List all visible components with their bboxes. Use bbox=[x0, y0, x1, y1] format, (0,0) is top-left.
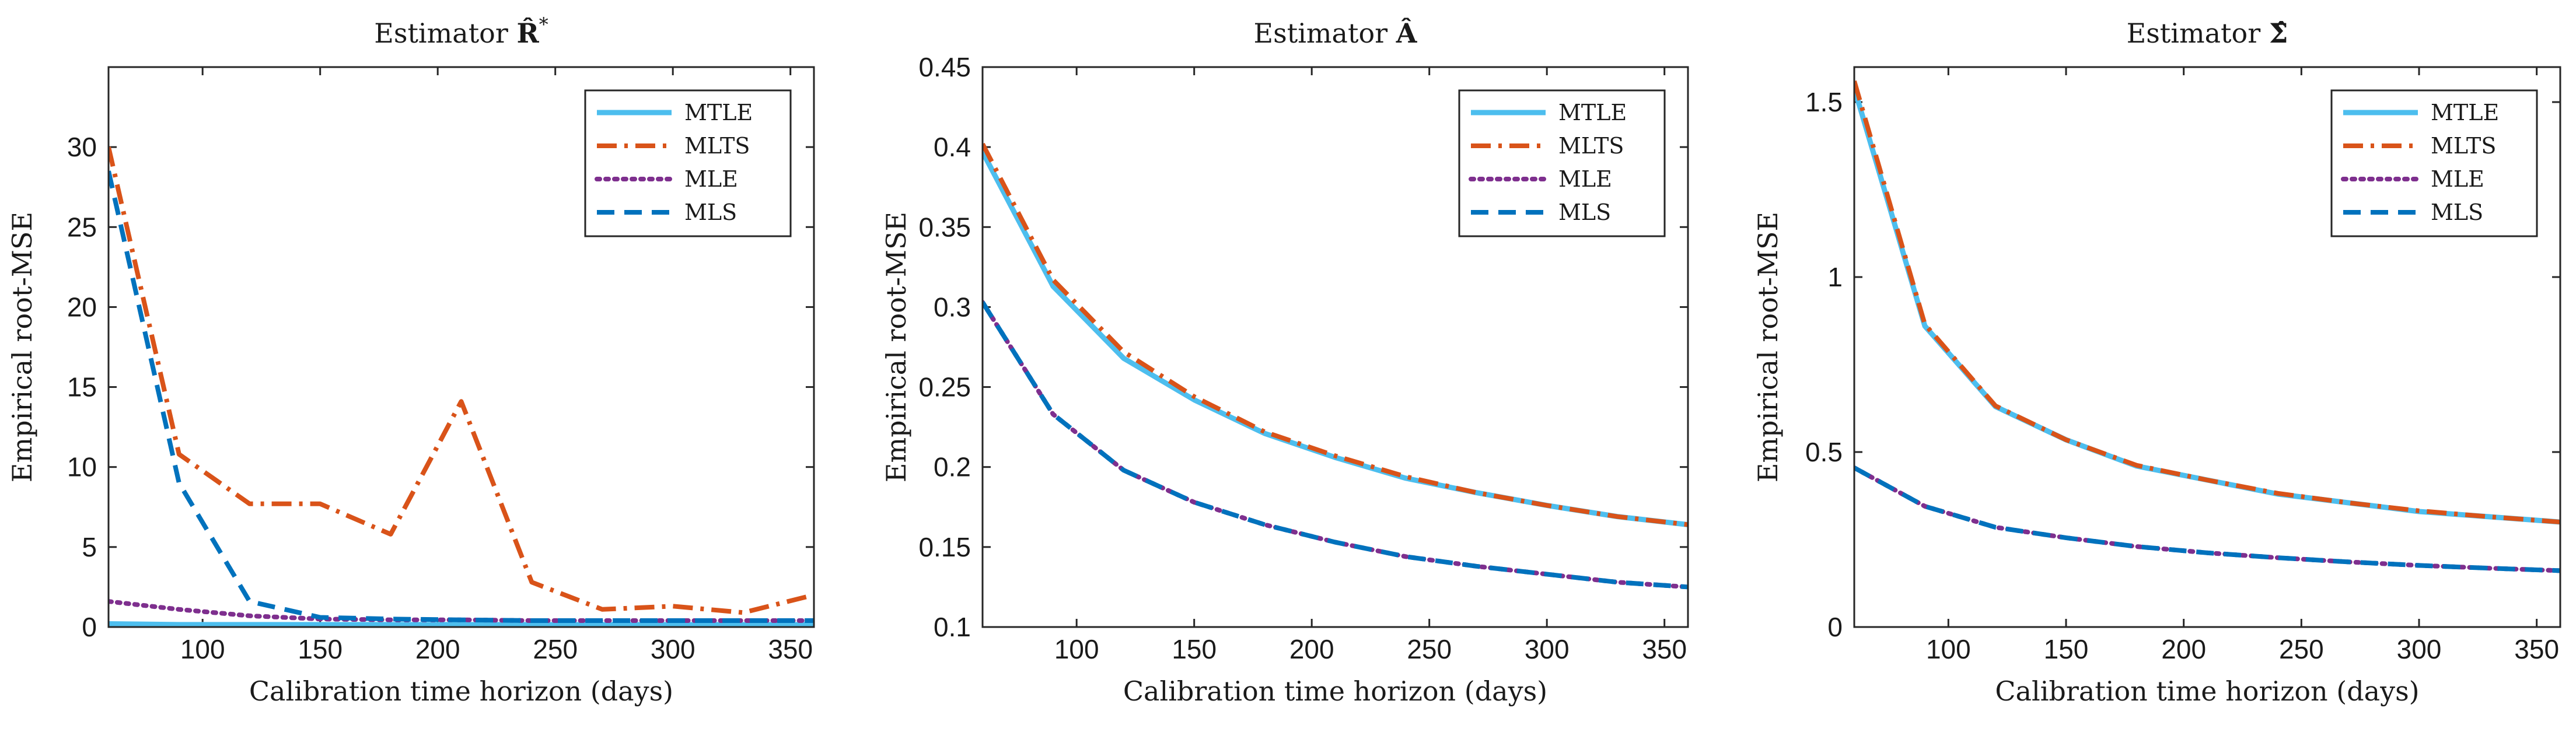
series-line-mls bbox=[109, 170, 814, 623]
series-line-mtle bbox=[109, 621, 814, 627]
legend-label: MLS bbox=[684, 199, 737, 225]
y-tick-label: 30 bbox=[67, 132, 97, 162]
y-tick-label: 1.5 bbox=[1805, 87, 1843, 117]
legend-label: MTLE bbox=[1558, 100, 1627, 125]
chart-title: Estimator Σ̂ bbox=[2127, 17, 2288, 49]
y-tick-label: 1 bbox=[1827, 262, 1843, 292]
chart-title-prefix: Estimator bbox=[1254, 17, 1396, 49]
y-axis-label: Empirical root-MSE bbox=[880, 212, 912, 482]
y-tick-label: 0.45 bbox=[918, 52, 971, 82]
legend-label: MLTS bbox=[684, 133, 750, 159]
x-tick-label: 150 bbox=[298, 634, 342, 664]
axes-box bbox=[1853, 66, 2561, 628]
legend-label: MLS bbox=[1558, 199, 1611, 225]
y-tick-label: 5 bbox=[82, 532, 97, 562]
x-axis-label: Calibration time horizon (days) bbox=[249, 675, 673, 707]
x-tick-label: 200 bbox=[1289, 634, 1334, 664]
x-tick-label: 250 bbox=[533, 634, 578, 664]
legend-label: MLTS bbox=[1558, 133, 1624, 159]
y-tick-label: 0.3 bbox=[934, 292, 971, 322]
chart-title-symbol: Σ̂ bbox=[2269, 17, 2288, 49]
y-tick-label: 20 bbox=[67, 292, 97, 322]
y-tick-label: 25 bbox=[67, 212, 97, 242]
y-tick-label: 0 bbox=[1827, 612, 1843, 642]
y-tick-label: 0.25 bbox=[918, 372, 971, 402]
chart-title-symbol: Â bbox=[1396, 17, 1418, 49]
legend-label: MLTS bbox=[2431, 133, 2496, 159]
x-tick-label: 150 bbox=[2044, 634, 2089, 664]
legend-label: MTLE bbox=[2431, 100, 2499, 125]
x-tick-label: 300 bbox=[651, 634, 695, 664]
y-tick-label: 0.35 bbox=[918, 212, 971, 242]
x-tick-label: 350 bbox=[768, 634, 813, 664]
x-tick-label: 100 bbox=[1926, 634, 1971, 664]
chart-title-superscript: * bbox=[539, 13, 548, 36]
chart-panel-3: Estimator Σ̂ 100 150 200 250 300 350 0 0.5 1 1.5 Ca… bbox=[1752, 17, 2561, 707]
y-axis-label: Empirical root-MSE bbox=[6, 212, 38, 482]
x-tick-label: 250 bbox=[1407, 634, 1452, 664]
x-tick-label: 300 bbox=[1525, 634, 1570, 664]
axes-box bbox=[107, 66, 815, 628]
y-axis-label: Empirical root-MSE bbox=[1752, 212, 1784, 482]
x-tick-label: 200 bbox=[415, 634, 460, 664]
chart-title-prefix: Estimator bbox=[2127, 17, 2269, 49]
x-tick-label: 100 bbox=[180, 634, 225, 664]
y-tick-label: 0.5 bbox=[1805, 437, 1843, 467]
series-line-mls bbox=[1854, 465, 2560, 573]
legend-label: MLE bbox=[1558, 166, 1612, 192]
axes-box bbox=[981, 66, 1689, 628]
chart-title: Estimator Â bbox=[1254, 17, 1418, 49]
y-tick-label: 0.2 bbox=[934, 452, 971, 482]
y-tick-label: 0.4 bbox=[934, 132, 971, 162]
legend-label: MLE bbox=[684, 166, 738, 192]
chart-panel-1: Estimator R̂* 100 150 200 250 300 350 0 5 10 15 20 2… bbox=[6, 13, 815, 707]
y-tick-label: 10 bbox=[67, 452, 97, 482]
chart-title: Estimator R̂* bbox=[374, 13, 548, 49]
series-line-mlts bbox=[1854, 80, 2560, 524]
series-line-mlts bbox=[983, 142, 1688, 527]
x-tick-label: 250 bbox=[2279, 634, 2324, 664]
legend: MTLE MLTS MLE MLS bbox=[1458, 89, 1666, 237]
series-line-mlts bbox=[109, 146, 814, 615]
series-group bbox=[983, 142, 1688, 590]
chart-title-prefix: Estimator bbox=[374, 17, 516, 49]
x-tick-label: 350 bbox=[1642, 634, 1687, 664]
y-tick-label: 0.1 bbox=[934, 612, 971, 642]
x-axis-label: Calibration time horizon (days) bbox=[1123, 675, 1547, 707]
x-tick-label: 100 bbox=[1054, 634, 1099, 664]
series-group bbox=[109, 146, 814, 627]
y-tick-label: 0.15 bbox=[918, 532, 971, 562]
y-tick-label: 0 bbox=[82, 612, 97, 642]
legend-label: MLS bbox=[2431, 199, 2483, 225]
series-line-mls bbox=[983, 301, 1688, 590]
x-tick-label: 350 bbox=[2514, 634, 2559, 664]
legend-label: MLE bbox=[2431, 166, 2484, 192]
chart-panel-2: Estimator Â 100 150 200 250 300 350 0.1 0.15 0.2 0… bbox=[880, 17, 1689, 707]
x-tick-label: 300 bbox=[2397, 634, 2442, 664]
x-tick-label: 150 bbox=[1172, 634, 1217, 664]
y-tick-label: 15 bbox=[67, 372, 97, 402]
x-tick-label: 200 bbox=[2161, 634, 2206, 664]
legend: MTLE MLTS MLE MLS bbox=[584, 89, 792, 237]
legend: MTLE MLTS MLE MLS bbox=[2330, 89, 2538, 237]
series-group bbox=[1854, 80, 2560, 573]
x-axis-label: Calibration time horizon (days) bbox=[1995, 675, 2419, 707]
chart-title-symbol: R̂ bbox=[516, 17, 539, 49]
legend-label: MTLE bbox=[684, 100, 753, 125]
